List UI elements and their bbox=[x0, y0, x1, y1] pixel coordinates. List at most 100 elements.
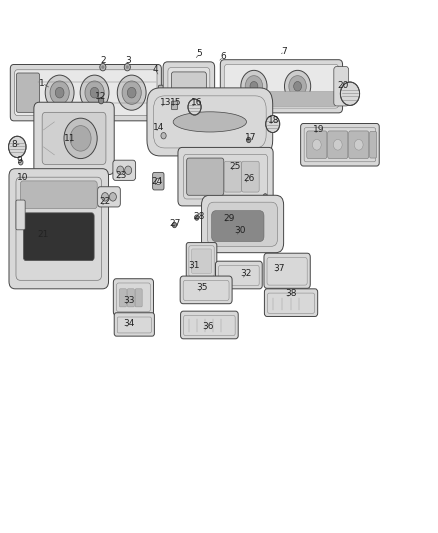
FancyBboxPatch shape bbox=[178, 148, 273, 206]
Text: 5: 5 bbox=[197, 50, 202, 58]
FancyBboxPatch shape bbox=[127, 289, 134, 307]
Circle shape bbox=[80, 75, 109, 110]
FancyBboxPatch shape bbox=[328, 131, 348, 159]
FancyBboxPatch shape bbox=[184, 155, 268, 199]
Circle shape bbox=[45, 75, 74, 110]
Text: 38: 38 bbox=[285, 288, 297, 297]
Circle shape bbox=[186, 132, 191, 138]
Text: 1: 1 bbox=[39, 78, 45, 87]
Text: 18: 18 bbox=[268, 116, 280, 125]
Circle shape bbox=[217, 214, 234, 236]
Circle shape bbox=[221, 220, 230, 230]
FancyBboxPatch shape bbox=[117, 317, 151, 333]
Text: 11: 11 bbox=[64, 134, 75, 143]
FancyBboxPatch shape bbox=[117, 283, 150, 312]
FancyBboxPatch shape bbox=[153, 96, 266, 148]
Circle shape bbox=[64, 118, 97, 159]
Circle shape bbox=[55, 87, 64, 98]
FancyBboxPatch shape bbox=[349, 131, 369, 159]
Circle shape bbox=[340, 82, 360, 106]
Text: 21: 21 bbox=[37, 230, 49, 239]
Text: 19: 19 bbox=[313, 125, 324, 134]
Circle shape bbox=[18, 160, 23, 165]
Circle shape bbox=[102, 66, 104, 69]
FancyBboxPatch shape bbox=[16, 177, 102, 280]
Text: 30: 30 bbox=[234, 227, 246, 236]
Circle shape bbox=[245, 76, 263, 97]
Circle shape bbox=[90, 87, 99, 98]
Circle shape bbox=[100, 63, 106, 71]
FancyBboxPatch shape bbox=[226, 92, 336, 107]
Circle shape bbox=[263, 193, 268, 199]
FancyBboxPatch shape bbox=[219, 265, 259, 286]
FancyBboxPatch shape bbox=[98, 187, 120, 207]
Text: 35: 35 bbox=[196, 283, 208, 292]
FancyBboxPatch shape bbox=[171, 72, 206, 126]
Text: 33: 33 bbox=[123, 296, 134, 305]
Text: 7: 7 bbox=[282, 47, 287, 55]
Text: 20: 20 bbox=[338, 81, 349, 90]
FancyBboxPatch shape bbox=[267, 257, 307, 285]
FancyBboxPatch shape bbox=[187, 158, 224, 195]
FancyBboxPatch shape bbox=[334, 67, 349, 106]
FancyBboxPatch shape bbox=[224, 64, 339, 108]
FancyBboxPatch shape bbox=[224, 161, 242, 192]
FancyBboxPatch shape bbox=[16, 73, 39, 112]
FancyBboxPatch shape bbox=[201, 195, 284, 253]
Circle shape bbox=[333, 140, 342, 150]
FancyBboxPatch shape bbox=[114, 313, 154, 336]
Text: 15: 15 bbox=[170, 98, 181, 107]
FancyBboxPatch shape bbox=[113, 160, 136, 180]
Circle shape bbox=[247, 138, 251, 143]
Circle shape bbox=[70, 126, 91, 151]
Circle shape bbox=[127, 87, 136, 98]
Text: 2: 2 bbox=[100, 56, 106, 64]
Circle shape bbox=[126, 66, 129, 69]
Text: 24: 24 bbox=[152, 177, 162, 186]
Text: 10: 10 bbox=[17, 173, 28, 182]
Text: 6: 6 bbox=[220, 52, 226, 61]
FancyBboxPatch shape bbox=[171, 101, 177, 110]
Text: 28: 28 bbox=[194, 212, 205, 221]
FancyBboxPatch shape bbox=[265, 289, 318, 317]
Circle shape bbox=[85, 81, 104, 104]
FancyBboxPatch shape bbox=[242, 161, 259, 192]
Circle shape bbox=[18, 177, 23, 182]
Circle shape bbox=[122, 81, 141, 104]
Circle shape bbox=[172, 222, 177, 228]
Circle shape bbox=[125, 166, 132, 174]
FancyBboxPatch shape bbox=[158, 85, 166, 97]
Text: 34: 34 bbox=[123, 319, 134, 328]
FancyBboxPatch shape bbox=[264, 253, 310, 288]
Circle shape bbox=[206, 126, 210, 131]
FancyBboxPatch shape bbox=[180, 311, 238, 339]
FancyBboxPatch shape bbox=[147, 88, 273, 156]
Circle shape bbox=[213, 210, 238, 240]
FancyBboxPatch shape bbox=[208, 202, 278, 246]
FancyBboxPatch shape bbox=[23, 213, 94, 261]
FancyBboxPatch shape bbox=[370, 132, 377, 158]
Circle shape bbox=[124, 63, 131, 71]
Circle shape bbox=[117, 75, 146, 110]
Text: 25: 25 bbox=[230, 162, 241, 171]
Text: 36: 36 bbox=[202, 321, 214, 330]
Text: 31: 31 bbox=[188, 261, 200, 270]
Text: 3: 3 bbox=[125, 56, 131, 64]
Text: 9: 9 bbox=[16, 156, 22, 165]
FancyBboxPatch shape bbox=[304, 128, 376, 162]
Text: 26: 26 bbox=[243, 174, 254, 183]
FancyBboxPatch shape bbox=[186, 243, 217, 280]
FancyBboxPatch shape bbox=[191, 249, 212, 273]
FancyBboxPatch shape bbox=[20, 181, 97, 208]
Circle shape bbox=[155, 178, 161, 184]
FancyBboxPatch shape bbox=[168, 68, 210, 131]
Circle shape bbox=[289, 76, 306, 97]
FancyBboxPatch shape bbox=[189, 246, 214, 277]
Circle shape bbox=[155, 96, 171, 116]
Text: 32: 32 bbox=[240, 270, 252, 278]
FancyBboxPatch shape bbox=[113, 279, 153, 316]
Circle shape bbox=[117, 166, 124, 174]
Circle shape bbox=[266, 116, 280, 133]
FancyBboxPatch shape bbox=[9, 168, 109, 289]
Text: 14: 14 bbox=[153, 123, 164, 132]
